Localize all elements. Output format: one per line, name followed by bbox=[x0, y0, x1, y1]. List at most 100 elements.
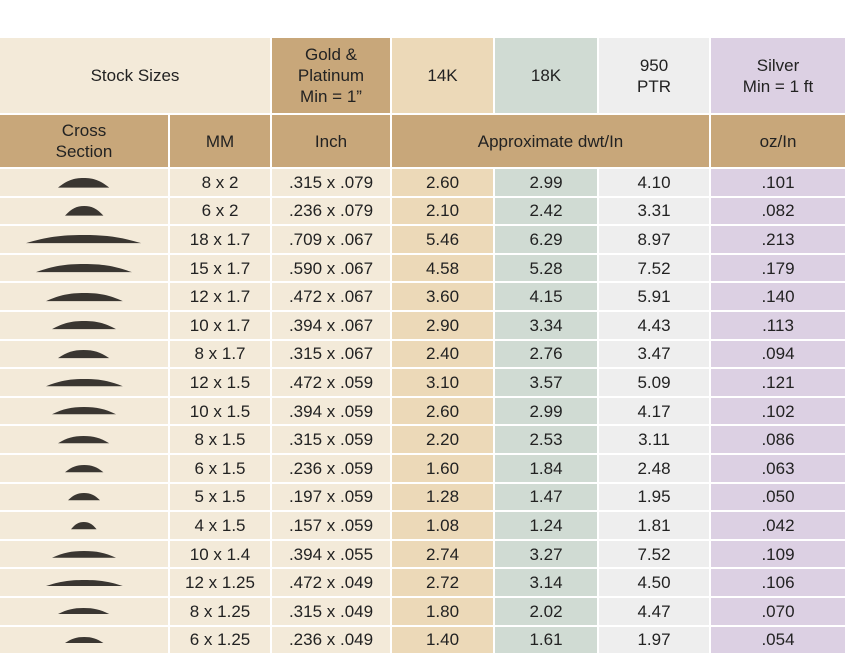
cross-section-cell bbox=[0, 626, 168, 654]
silver-cell: .213 bbox=[711, 226, 845, 253]
cross-section-cell bbox=[0, 311, 168, 339]
k18-cell: 5.28 bbox=[495, 254, 597, 282]
cross-section-cell bbox=[0, 540, 168, 568]
profile-shape bbox=[52, 321, 116, 330]
inch-cell: .236 x .079 bbox=[272, 197, 390, 225]
table-row: 5 x 1.5.197 x .059 1.28 1.47 1.95.050 bbox=[0, 483, 845, 511]
profile-shape bbox=[68, 493, 100, 501]
ptr-cell: 5.09 bbox=[599, 369, 709, 396]
profile-shape bbox=[58, 349, 110, 358]
profile-shape bbox=[58, 436, 110, 444]
k14-cell: 1.08 bbox=[392, 512, 493, 539]
profile-shape bbox=[26, 235, 142, 244]
inch-cell: .472 x .067 bbox=[272, 283, 390, 310]
k14-cell: 1.28 bbox=[392, 483, 493, 511]
k18-header: 18K bbox=[495, 38, 597, 113]
oz-header: oz/In bbox=[711, 115, 845, 167]
silver-cell: .094 bbox=[711, 340, 845, 368]
cross-section-line-2: Section bbox=[55, 142, 113, 161]
half-round-profile-icon bbox=[52, 550, 116, 558]
inch-cell: .472 x .059 bbox=[272, 369, 390, 396]
profile-shape bbox=[45, 579, 123, 586]
half-round-profile-icon bbox=[64, 636, 104, 643]
inch-cell: .157 x .059 bbox=[272, 512, 390, 539]
ptr-cell: 7.52 bbox=[599, 540, 709, 568]
ptr-cell: 3.11 bbox=[599, 426, 709, 453]
silver-header: Silver Min = 1 ft bbox=[711, 38, 845, 113]
half-round-profile-icon bbox=[45, 292, 123, 301]
inch-cell: .236 x .059 bbox=[272, 454, 390, 482]
silver-cell: .086 bbox=[711, 426, 845, 453]
half-round-profile-icon bbox=[71, 521, 97, 530]
ptr-cell: 5.91 bbox=[599, 283, 709, 310]
mm-cell: 5 x 1.5 bbox=[170, 483, 270, 511]
profile-shape bbox=[64, 636, 104, 643]
half-round-profile-icon bbox=[45, 378, 123, 387]
profile-shape bbox=[52, 550, 116, 558]
silver-cell: .109 bbox=[711, 540, 845, 568]
profile-shape bbox=[64, 464, 104, 472]
table-row: 6 x 1.5.236 x .059 1.60 1.84 2.48.063 bbox=[0, 454, 845, 482]
half-round-profile-icon bbox=[58, 349, 110, 358]
half-round-profile-icon bbox=[58, 436, 110, 444]
inch-cell: .315 x .067 bbox=[272, 340, 390, 368]
table-row: 8 x 1.5.315 x .059 2.20 2.53 3.11.086 bbox=[0, 426, 845, 453]
k14-cell: 4.58 bbox=[392, 254, 493, 282]
half-round-profile-icon bbox=[36, 264, 132, 273]
ptr-cell: 3.31 bbox=[599, 197, 709, 225]
subheader-row: Cross Section MM Inch Approximate dwt/In… bbox=[0, 115, 845, 167]
k18-cell: 1.84 bbox=[495, 454, 597, 482]
k14-cell: 2.74 bbox=[392, 540, 493, 568]
silver-line-1: Silver bbox=[756, 55, 800, 75]
mm-header: MM bbox=[170, 115, 270, 167]
k18-cell: 2.02 bbox=[495, 597, 597, 625]
ptr-cell: 1.81 bbox=[599, 512, 709, 539]
k14-cell: 3.60 bbox=[392, 283, 493, 310]
ptr-cell: 8.97 bbox=[599, 226, 709, 253]
mm-cell: 12 x 1.25 bbox=[170, 569, 270, 596]
table-row: 6 x 2.236 x .079 2.10 2.42 3.31.082 bbox=[0, 197, 845, 225]
inch-cell: .472 x .049 bbox=[272, 569, 390, 596]
inch-cell: .236 x .049 bbox=[272, 626, 390, 654]
half-round-profile-icon bbox=[64, 464, 104, 472]
ptr-cell: 4.17 bbox=[599, 397, 709, 425]
ptr-cell: 4.50 bbox=[599, 569, 709, 596]
ptr-cell: 4.10 bbox=[599, 169, 709, 196]
mm-cell: 8 x 2 bbox=[170, 169, 270, 196]
silver-cell: .102 bbox=[711, 397, 845, 425]
mm-cell: 4 x 1.5 bbox=[170, 512, 270, 539]
k14-cell: 3.10 bbox=[392, 369, 493, 396]
ptr-cell: 4.43 bbox=[599, 311, 709, 339]
cross-section-cell bbox=[0, 426, 168, 453]
k18-cell: 1.61 bbox=[495, 626, 597, 654]
profile-shape bbox=[36, 264, 132, 273]
mm-cell: 6 x 1.5 bbox=[170, 454, 270, 482]
k18-cell: 2.76 bbox=[495, 340, 597, 368]
silver-cell: .042 bbox=[711, 512, 845, 539]
inch-cell: .394 x .059 bbox=[272, 397, 390, 425]
cross-section-cell bbox=[0, 340, 168, 368]
cross-section-cell bbox=[0, 169, 168, 196]
k14-header: 14K bbox=[392, 38, 493, 113]
k14-cell: 1.40 bbox=[392, 626, 493, 654]
mm-cell: 6 x 2 bbox=[170, 197, 270, 225]
k18-cell: 3.57 bbox=[495, 369, 597, 396]
table-row: 6 x 1.25.236 x .049 1.40 1.61 1.97.054 bbox=[0, 626, 845, 654]
ptr-cell: 7.52 bbox=[599, 254, 709, 282]
half-round-profile-icon bbox=[45, 579, 123, 586]
cross-section-cell bbox=[0, 226, 168, 253]
silver-cell: .054 bbox=[711, 626, 845, 654]
k14-cell: 2.20 bbox=[392, 426, 493, 453]
gold-platinum-line-2: Platinum bbox=[297, 66, 365, 85]
silver-line-2: Min = 1 ft bbox=[742, 76, 814, 96]
mm-cell: 8 x 1.7 bbox=[170, 340, 270, 368]
k18-cell: 3.27 bbox=[495, 540, 597, 568]
table-row: 10 x 1.4.394 x .055 2.74 3.27 7.52.109 bbox=[0, 540, 845, 568]
k18-cell: 2.42 bbox=[495, 197, 597, 225]
k18-cell: 3.14 bbox=[495, 569, 597, 596]
k18-cell: 1.47 bbox=[495, 483, 597, 511]
stock-sizes-header: Stock Sizes bbox=[0, 38, 270, 113]
table-row: 4 x 1.5.157 x .059 1.08 1.24 1.81.042 bbox=[0, 512, 845, 539]
k14-cell: 2.40 bbox=[392, 340, 493, 368]
half-round-profile-icon bbox=[52, 321, 116, 330]
